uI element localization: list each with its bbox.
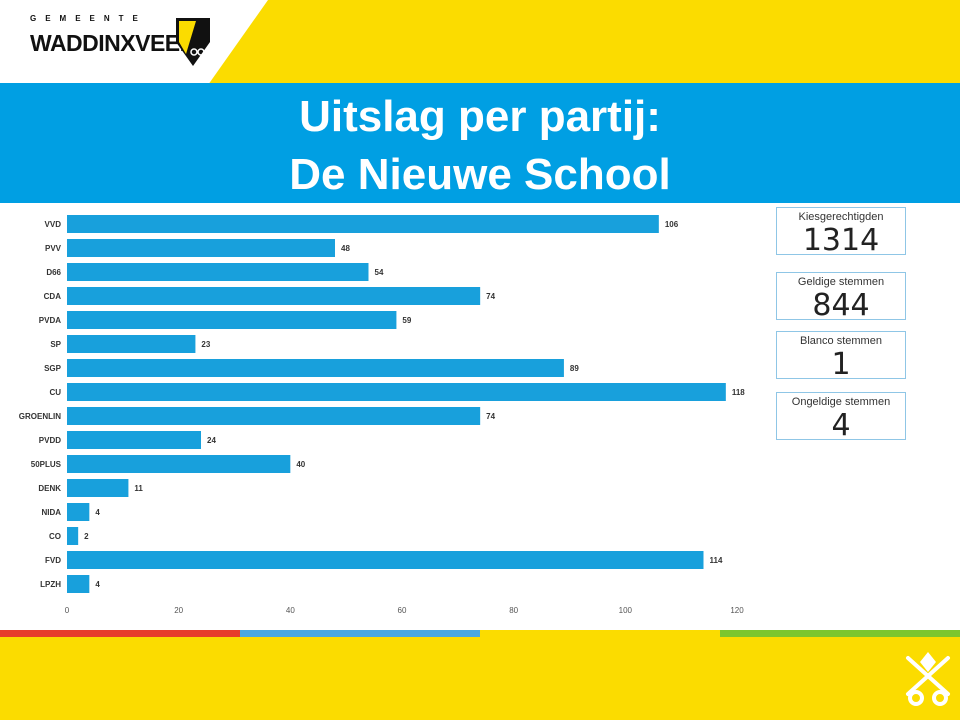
data-label: 4 <box>95 580 100 589</box>
footer-band <box>0 637 960 720</box>
stripe-yellow <box>480 630 720 637</box>
x-tick-label: 120 <box>730 606 744 615</box>
x-tick-label: 40 <box>286 606 295 615</box>
kpi-label: Ongeldige stemmen <box>791 396 891 408</box>
x-tick-label: 20 <box>174 606 183 615</box>
data-label: 89 <box>570 364 579 373</box>
keys-emblem-icon <box>906 652 950 706</box>
bar-groenlin <box>67 407 481 425</box>
page-title: Uitslag per partij: <box>299 92 661 141</box>
category-label: FVD <box>45 556 61 565</box>
data-label: 24 <box>207 436 216 445</box>
data-label: 23 <box>201 340 210 349</box>
data-label: 74 <box>486 412 495 421</box>
bar-50plus <box>67 455 291 473</box>
kpi-label: Kiesgerechtigden <box>798 211 884 223</box>
logo-top-text: GEMEENTE <box>30 14 147 23</box>
kpi-value: 4 <box>831 408 851 443</box>
data-label: 2 <box>84 532 89 541</box>
data-label: 48 <box>341 244 350 253</box>
stripe-red <box>0 630 240 637</box>
page-subtitle: De Nieuwe School <box>289 150 671 199</box>
kpi-label: Geldige stemmen <box>797 276 885 288</box>
stripe-blue <box>240 630 480 637</box>
kpi-blanco-stemmen: Blanco stemmen 1 <box>776 331 906 382</box>
kpi-value: 1314 <box>802 223 880 258</box>
bar-pvv <box>67 239 335 257</box>
x-tick-label: 0 <box>65 606 70 615</box>
kpi-value: 844 <box>812 288 870 323</box>
bar-cda <box>67 287 481 305</box>
data-label: 59 <box>402 316 411 325</box>
data-label: 40 <box>296 460 305 469</box>
category-label: VVD <box>45 220 62 229</box>
logo-text: WADDINXVEEN <box>30 30 196 56</box>
bar-sp <box>67 335 196 353</box>
kpi-ongeldige-stemmen: Ongeldige stemmen 4 <box>776 392 906 443</box>
category-label: NIDA <box>41 508 61 517</box>
category-label: CO <box>49 532 61 541</box>
bar-fvd <box>67 551 704 569</box>
kpi-value: 1 <box>831 347 851 382</box>
category-label: CDA <box>44 292 62 301</box>
data-label: 4 <box>95 508 100 517</box>
category-label: CU <box>49 388 61 397</box>
kpi-label: Blanco stemmen <box>800 335 882 347</box>
bar-vvd <box>67 215 659 233</box>
category-label: SP <box>50 340 61 349</box>
category-label: GROENLIN <box>19 412 61 421</box>
category-label: PVDD <box>39 436 61 445</box>
stripe-green <box>720 630 960 637</box>
kpi-geldige-stemmen: Geldige stemmen 844 <box>776 272 906 323</box>
category-label: PVDA <box>39 316 61 325</box>
logo-shield-icon <box>176 18 210 66</box>
data-label: 54 <box>375 268 384 277</box>
bar-d66 <box>67 263 369 281</box>
bar-sgp <box>67 359 564 377</box>
bar-denk <box>67 479 129 497</box>
data-label: 74 <box>486 292 495 301</box>
bar-pvda <box>67 311 397 329</box>
data-label: 118 <box>732 388 745 397</box>
category-label: SGP <box>44 364 62 373</box>
category-label: PVV <box>45 244 62 253</box>
bar-pvdd <box>67 431 201 449</box>
title-band <box>0 83 960 203</box>
bar-nida <box>67 503 90 521</box>
x-tick-label: 100 <box>619 606 633 615</box>
x-tick-label: 80 <box>509 606 518 615</box>
data-label: 11 <box>134 484 143 493</box>
bar-cu <box>67 383 726 401</box>
category-label: LPZH <box>40 580 61 589</box>
bar-lpzh <box>67 575 90 593</box>
category-label: 50PLUS <box>31 460 62 469</box>
data-label: 106 <box>665 220 679 229</box>
bar-co <box>67 527 79 545</box>
data-label: 114 <box>710 556 723 565</box>
kpi-kiesgerechtigden: Kiesgerechtigden 1314 <box>776 207 906 258</box>
category-label: D66 <box>46 268 61 277</box>
category-label: DENK <box>38 484 61 493</box>
x-tick-label: 60 <box>398 606 407 615</box>
bar-chart: VVD 106 PVV 48 D66 54 CDA 74 PVDA 59 SP 23 SGP 89 CU 11… <box>19 215 745 615</box>
